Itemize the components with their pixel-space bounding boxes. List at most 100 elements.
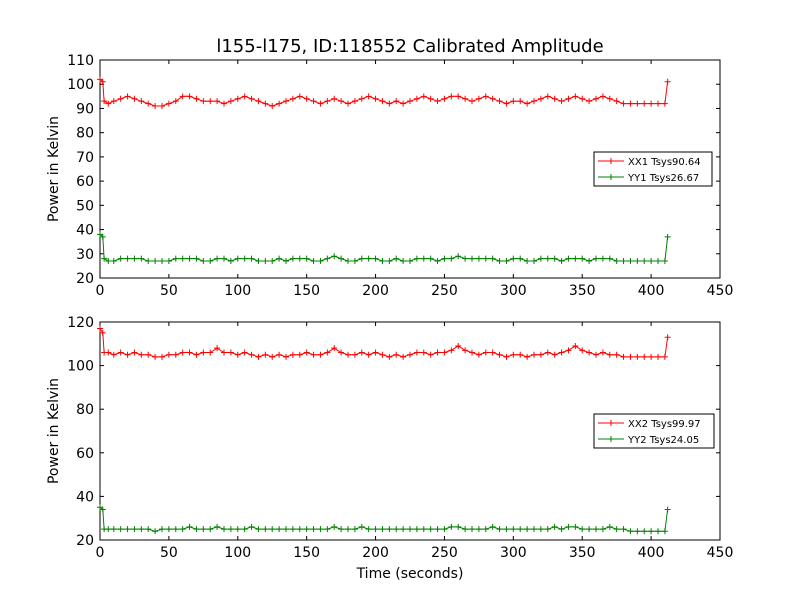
data-point xyxy=(664,78,671,85)
data-point xyxy=(159,258,165,265)
data-point xyxy=(193,255,200,262)
data-point xyxy=(551,523,558,530)
data-point xyxy=(372,526,379,533)
data-point xyxy=(510,98,517,105)
data-point xyxy=(145,526,152,533)
data-point xyxy=(565,347,572,354)
data-point xyxy=(648,353,655,360)
data-point xyxy=(593,95,599,102)
y-tick-label: 60 xyxy=(76,446,94,462)
data-point xyxy=(558,526,565,533)
data-point xyxy=(641,100,648,107)
data-point xyxy=(234,95,241,102)
data-point xyxy=(152,103,159,110)
data-point xyxy=(599,93,606,100)
data-point xyxy=(207,98,214,105)
x-tick-label: 0 xyxy=(96,545,105,561)
y-tick-label: 90 xyxy=(76,101,94,117)
data-point xyxy=(664,334,671,341)
data-point xyxy=(105,349,112,356)
x-tick-label: 350 xyxy=(569,545,596,561)
data-point xyxy=(579,347,586,354)
data-point xyxy=(572,523,579,530)
data-point xyxy=(448,93,455,100)
data-point xyxy=(620,526,627,533)
data-point xyxy=(110,258,117,265)
data-point xyxy=(131,349,138,356)
data-point xyxy=(524,258,531,265)
data-point xyxy=(276,255,283,262)
data-point xyxy=(420,349,427,356)
x-tick-label: 150 xyxy=(293,545,320,561)
data-point xyxy=(358,523,365,530)
data-point xyxy=(537,526,544,533)
data-point xyxy=(489,95,496,102)
data-point xyxy=(469,349,475,356)
data-point xyxy=(407,98,413,105)
data-point xyxy=(434,349,441,356)
data-point xyxy=(179,255,186,262)
data-point xyxy=(338,526,345,533)
data-point xyxy=(448,255,455,262)
data-point xyxy=(441,95,448,102)
data-point xyxy=(303,255,310,262)
data-point xyxy=(248,95,255,102)
data-point xyxy=(331,95,338,102)
data-point xyxy=(544,255,551,262)
data-point xyxy=(372,349,379,356)
data-point xyxy=(427,526,434,533)
data-point xyxy=(117,349,124,356)
data-point xyxy=(455,253,462,260)
data-point xyxy=(627,353,634,360)
data-point xyxy=(661,353,668,360)
data-point xyxy=(221,100,227,107)
data-point xyxy=(586,258,593,265)
legend-label: XX2 Tsys99.97 xyxy=(628,419,701,430)
x-tick-label: 300 xyxy=(500,283,527,299)
data-point xyxy=(537,255,544,262)
data-point xyxy=(172,351,179,358)
data-point xyxy=(572,93,579,100)
data-point xyxy=(427,255,434,262)
data-point xyxy=(324,526,331,533)
data-point xyxy=(159,103,165,110)
x-tick-label: 100 xyxy=(224,283,251,299)
data-point xyxy=(234,526,241,533)
data-point xyxy=(331,523,338,530)
y-tick-label: 80 xyxy=(76,126,94,142)
data-point xyxy=(234,255,241,262)
data-point xyxy=(255,258,262,265)
data-point xyxy=(152,258,159,265)
data-point xyxy=(365,255,372,262)
data-point xyxy=(365,526,372,533)
x-tick-label: 250 xyxy=(431,545,458,561)
data-point xyxy=(413,526,420,533)
data-point xyxy=(593,351,599,358)
data-point xyxy=(234,351,241,358)
data-point xyxy=(255,353,262,360)
data-point xyxy=(586,349,593,356)
data-point xyxy=(358,255,365,262)
data-point xyxy=(145,351,152,358)
data-point xyxy=(372,255,379,262)
x-tick-label: 150 xyxy=(293,283,320,299)
data-point xyxy=(489,349,496,356)
data-point xyxy=(138,351,145,358)
data-point xyxy=(558,349,565,356)
data-point xyxy=(441,349,448,356)
data-point xyxy=(537,95,544,102)
data-point xyxy=(462,347,469,354)
data-point xyxy=(489,255,496,262)
data-point xyxy=(634,100,641,107)
data-point xyxy=(145,258,152,265)
data-point xyxy=(434,98,441,105)
data-point xyxy=(496,526,503,533)
data-point xyxy=(462,255,469,262)
data-point xyxy=(558,98,565,105)
y-tick-label: 100 xyxy=(67,359,94,375)
data-point xyxy=(131,255,138,262)
data-point xyxy=(172,526,179,533)
x-tick-label: 200 xyxy=(362,283,389,299)
data-point xyxy=(338,349,345,356)
